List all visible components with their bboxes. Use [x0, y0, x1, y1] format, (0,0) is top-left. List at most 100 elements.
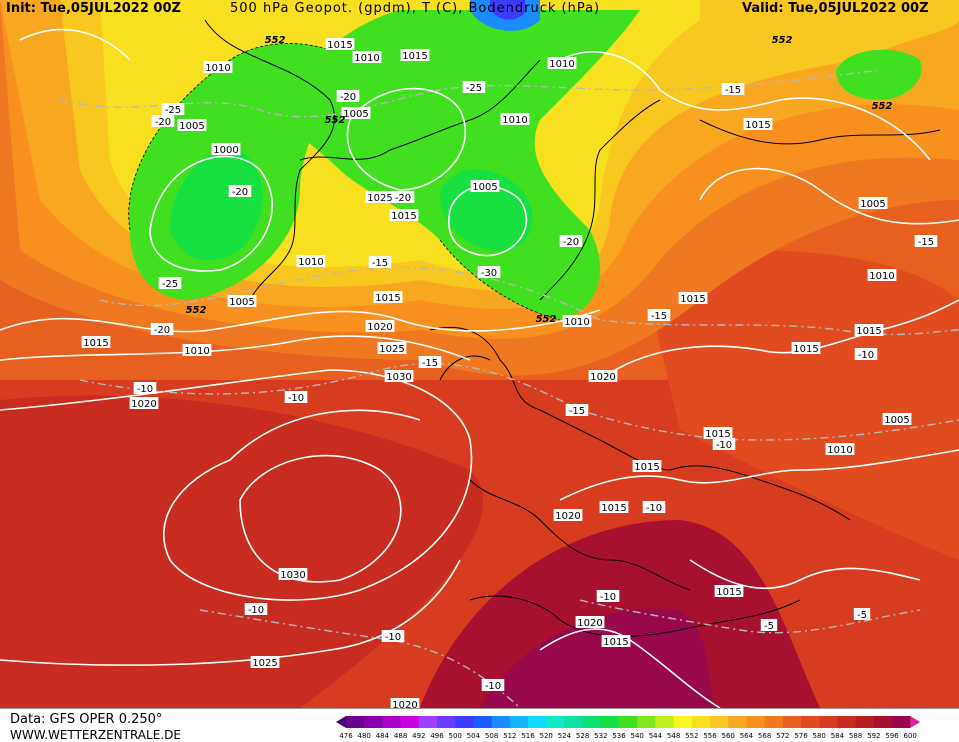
temperature-label: -10 — [481, 679, 505, 692]
pressure-label-text: 1015 — [83, 338, 108, 349]
pressure-label: 1020 — [365, 320, 395, 333]
pressure-label-box — [858, 197, 888, 209]
pressure-label-box — [250, 656, 280, 668]
temperature-label: -10 — [133, 382, 157, 395]
pressure-label-text: 1005 — [884, 415, 909, 426]
colorbar-swatch — [564, 716, 584, 728]
pressure-label-box — [129, 397, 159, 409]
weather-map: 1015 1010 1015 1010 1010 1005 1005 1010 1000 1025… — [0, 0, 959, 708]
colorbar-swatch — [782, 716, 802, 728]
trough-deep-west — [170, 148, 263, 261]
colorbar-swatch — [619, 716, 638, 728]
temperature-label: -10 — [642, 501, 666, 514]
colorbar-swatch — [673, 716, 693, 728]
temperature-label-box — [418, 356, 442, 368]
pressure-label-box — [743, 118, 773, 130]
pressure-label: 1005 — [470, 180, 500, 193]
temperature-label: -15 — [914, 235, 938, 248]
pressure-label-box — [500, 113, 530, 125]
pressure-label-box — [601, 635, 631, 647]
colorbar-tick-label: 492 — [412, 732, 425, 740]
temperature-label-box — [721, 83, 745, 95]
pressure-label-box — [389, 209, 419, 221]
geopotential-labels: 552 552 552 552 552 552 — [186, 35, 893, 325]
colorbar-tick-label: 500 — [449, 732, 462, 740]
colorbar-swatch — [819, 716, 838, 728]
pressure-label: 1000 — [211, 143, 241, 156]
temperature-label-text: -20 — [155, 117, 171, 128]
trough-green-center — [280, 10, 640, 320]
pressure-label-text: 1010 — [549, 59, 574, 70]
colorbar-tick-label: 508 — [485, 732, 498, 740]
website: WWW.WETTERZENTRALE.DE — [10, 728, 181, 742]
colorbar-tick-label: 572 — [776, 732, 789, 740]
pressure-label: 1020 — [390, 698, 420, 708]
geopotential-label-text: 552 — [265, 35, 286, 46]
pressure-label: 1015 — [325, 38, 355, 51]
colorbar-tick-label: 524 — [558, 732, 572, 740]
pressure-label-text: 1010 — [564, 317, 589, 328]
pressure-label: 1020 — [553, 509, 583, 522]
pressure-label: 1005 — [177, 119, 207, 132]
colorbar-swatch — [582, 716, 602, 728]
temperature-label-text: -5 — [764, 621, 774, 632]
colorbar-tick-label: 580 — [813, 732, 826, 740]
temperature-label-text: -25 — [162, 279, 178, 290]
pressure-label-text: 1030 — [280, 570, 305, 581]
pressure-label-box — [365, 191, 395, 203]
map-header: Init: Tue,05JUL2022 00Z 500 hPa Geopot. … — [0, 0, 959, 20]
pressure-label-box — [278, 568, 308, 580]
pressure-label-text: 1005 — [343, 109, 368, 120]
colorbar-tick-label: 560 — [722, 732, 735, 740]
colorbar-tick-label: 548 — [667, 732, 680, 740]
temperature-label-text: -20 — [154, 325, 170, 336]
pressure-label-text: 1020 — [577, 618, 602, 629]
pressure-label: 1010 — [182, 344, 212, 357]
pressure-label-text: 1005 — [229, 297, 254, 308]
geopotential-label: 552 — [265, 35, 286, 46]
temperature-label: -20 — [150, 323, 174, 336]
pressure-label-box — [373, 291, 403, 303]
pressure-label-text: 1020 — [392, 700, 417, 708]
pressure-label-box — [227, 295, 257, 307]
temperature-label: -15 — [368, 256, 392, 269]
colorbar-swatch — [691, 716, 711, 728]
colorbar-tick-label: 536 — [612, 732, 626, 740]
pressure-label-box — [470, 180, 500, 192]
pressure-label-text: 1005 — [179, 121, 204, 132]
temperature-label-box — [391, 191, 415, 203]
temperature-label: -5 — [760, 619, 778, 632]
temperature-label-box — [853, 608, 871, 620]
temperature-label: -20 — [391, 191, 415, 204]
colorbar-tick-label: 480 — [358, 732, 371, 740]
pressure-label-text: 1025 — [367, 193, 392, 204]
temperature-label-text: -10 — [485, 681, 501, 692]
pressure-label: 1005 — [858, 197, 888, 210]
colorbar-swatch — [637, 716, 656, 728]
temperature-label-text: -10 — [600, 592, 616, 603]
pressure-label-text: 1015 — [856, 326, 881, 337]
colorbar-tick-label: 552 — [685, 732, 698, 740]
pressure-label: 1015 — [601, 635, 631, 648]
temperature-label: -20 — [336, 90, 360, 103]
pressure-label: 1030 — [278, 568, 308, 581]
temperature-label-text: -10 — [858, 350, 874, 361]
pressure-label-box — [211, 143, 241, 155]
temperature-label-box — [381, 630, 405, 642]
colorbar-swatch — [892, 716, 911, 728]
pressure-label-box — [182, 344, 212, 356]
temperature-label-text: -10 — [248, 605, 264, 616]
colorbar-tick-label: 484 — [376, 732, 390, 740]
colorbar-swatch — [346, 716, 365, 728]
pressure-label-text: 1020 — [555, 511, 580, 522]
pressure-label-text: 1015 — [793, 344, 818, 355]
field-southwest — [0, 395, 484, 708]
pressure-label-text: 1010 — [502, 115, 527, 126]
pressure-label: 1015 — [81, 336, 111, 349]
temperature-label-text: -15 — [725, 85, 741, 96]
pressure-label: 1005 — [882, 413, 912, 426]
pressure-label-box — [547, 57, 577, 69]
colorbar: 476 480 484 488 492 496 500 504 508 512 516 520 524 5… — [336, 716, 921, 740]
pressure-label: 1015 — [678, 292, 708, 305]
pressure-label-text: 1015 — [705, 429, 730, 440]
